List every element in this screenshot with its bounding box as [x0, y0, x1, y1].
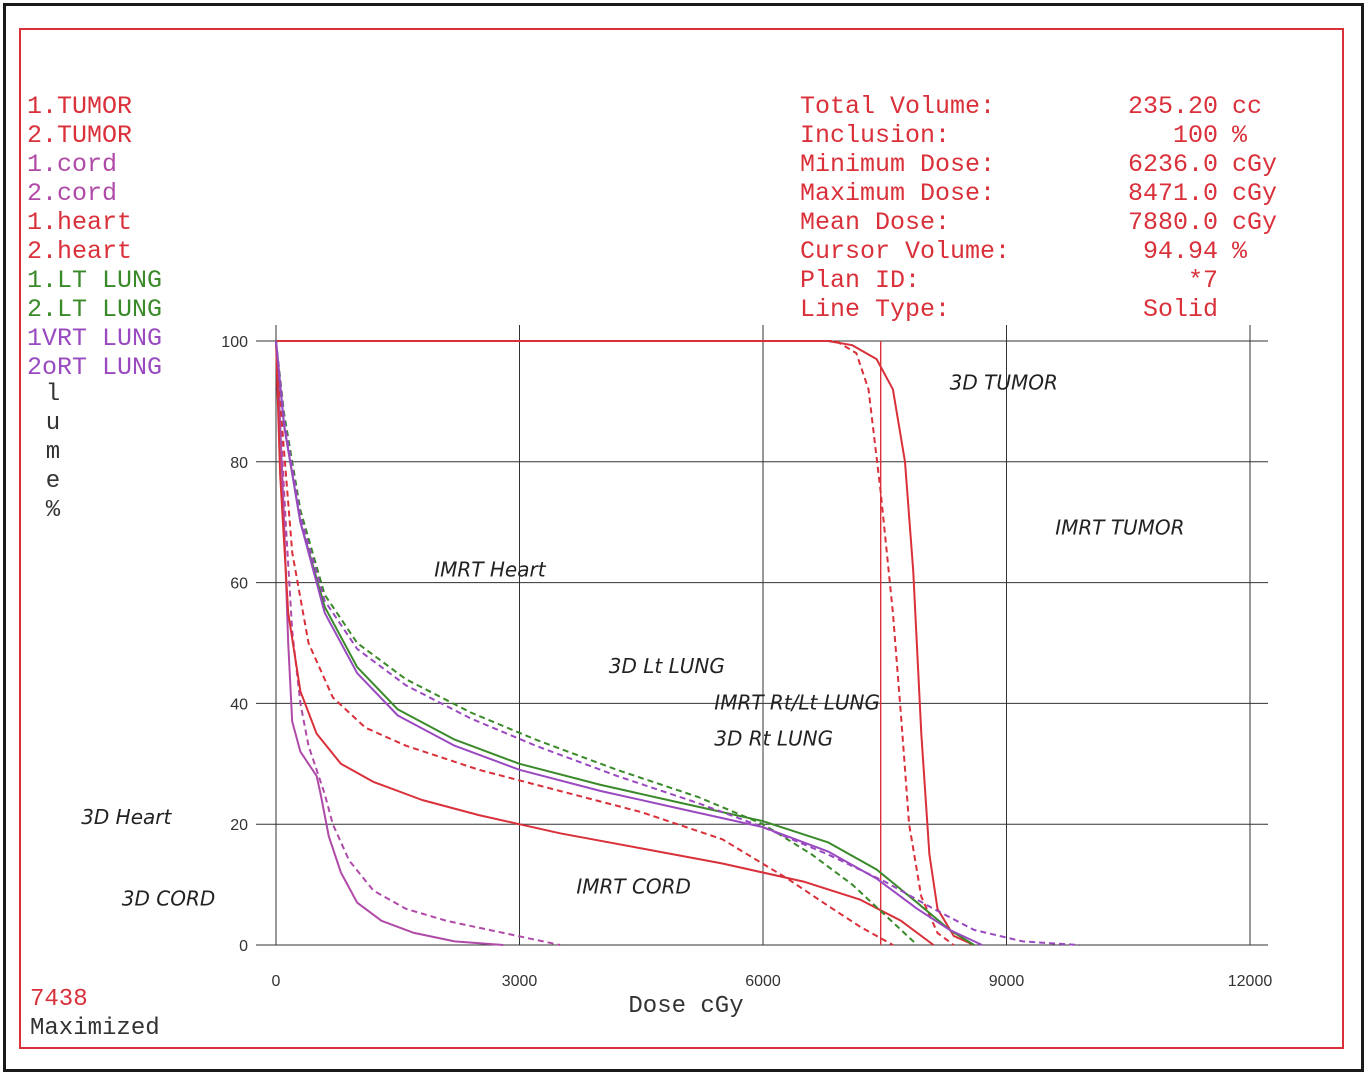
y-tick-label: 100 [221, 334, 248, 351]
stat-value: Solid [1142, 295, 1218, 324]
legend-item: 1.TUMOR [27, 92, 133, 121]
legend-item: 2.cord [27, 179, 118, 208]
stat-row: Plan ID: *7 [800, 266, 1292, 295]
stat-unit: % [1232, 237, 1248, 266]
y-tick-label: 60 [230, 576, 248, 593]
y-tick-label: 0 [239, 938, 248, 955]
curve-annotation: 3D CORD [122, 887, 215, 911]
stat-unit: cGy [1232, 179, 1278, 208]
legend-item: 2.heart [27, 237, 133, 266]
stat-row: Total Volume: 235.20 cc [800, 92, 1292, 121]
x-tick-label: 0 [272, 973, 281, 990]
series-line [275, 340, 561, 946]
series-line [276, 340, 955, 946]
curve-annotation: 3D TUMOR [950, 370, 1058, 394]
stat-value: 7880.0 [1127, 208, 1218, 237]
x-tick-label: 6000 [745, 973, 781, 990]
y-tick-label: 20 [230, 817, 248, 834]
series-line [275, 340, 894, 946]
page-border [3, 3, 1364, 1072]
legend-item: 1.heart [27, 208, 133, 237]
stat-row: Cursor Volume: 94.94% [800, 237, 1292, 266]
series-line [276, 340, 975, 946]
stat-label: Plan ID: [800, 266, 921, 295]
legend-item: 1.LT LUNG [27, 266, 163, 295]
curve-annotation: 3D Rt LUNG [714, 727, 833, 751]
structure-legend: 1.TUMOR 2.TUMOR 1.cord 2.cord 1.heart 2.heart… [27, 92, 162, 382]
stat-row: Minimum Dose: 6236.0 cGy [800, 150, 1292, 179]
stat-row: Inclusion: 100% [800, 121, 1292, 150]
series-line [275, 340, 504, 946]
stat-unit: cGy [1232, 208, 1278, 237]
stat-label: Total Volume: [800, 92, 996, 121]
stat-label: Mean Dose: [800, 208, 951, 237]
legend-item: 2.LT LUNG [27, 295, 163, 324]
legend-item: 1.cord [27, 150, 118, 179]
stat-unit: % [1232, 121, 1248, 150]
x-tick-label: 12000 [1228, 973, 1273, 990]
window-status: Maximized [30, 1015, 160, 1042]
stat-value: 8471.0 [1127, 179, 1218, 208]
series-line [275, 340, 1080, 946]
x-axis-title: Dose cGy [628, 993, 743, 1020]
series-line [275, 340, 918, 946]
stat-label: Maximum Dose: [800, 179, 996, 208]
stat-label: Cursor Volume: [800, 237, 1011, 266]
x-tick-label: 3000 [502, 973, 538, 990]
legend-item: 1VRT LUNG [27, 324, 163, 353]
curve-annotation: 3D Lt LUNG [609, 654, 725, 678]
curve-annotation: 3D Heart [81, 805, 172, 829]
curve-annotation: IMRT TUMOR [1055, 515, 1184, 539]
x-tick-label: 9000 [989, 973, 1025, 990]
y-axis-label: lume % [45, 381, 61, 524]
series-line [275, 340, 983, 946]
stat-row: Line Type: Solid [800, 295, 1292, 324]
stat-row: Maximum Dose: 8471.0 cGy [800, 179, 1292, 208]
y-tick-label: 40 [230, 696, 248, 713]
series-line [275, 340, 975, 946]
stat-value: 94.94 [1142, 237, 1218, 266]
legend-item: 2.TUMOR [27, 121, 133, 150]
dose-statistics-panel: Total Volume: 235.20 cc Inclusion: 100% Minim… [800, 92, 1292, 324]
curve-annotation: IMRT Heart [434, 558, 546, 582]
stat-value: 100 [1172, 121, 1218, 150]
stat-value: 235.20 [1127, 92, 1218, 121]
legend-item: 2oRT LUNG [27, 353, 163, 382]
stat-label: Line Type: [800, 295, 951, 324]
plot-frame [19, 28, 1344, 1049]
stat-row: Mean Dose: 7880.0 cGy [800, 208, 1292, 237]
stat-label: Minimum Dose: [800, 150, 996, 179]
stat-value: *7 [1187, 266, 1218, 295]
curve-annotation: IMRT Rt/Lt LUNG [714, 690, 880, 714]
stat-value: 6236.0 [1127, 150, 1218, 179]
series-line [275, 340, 935, 946]
stat-unit: cc [1232, 92, 1263, 121]
stat-unit: cGy [1232, 150, 1278, 179]
y-tick-label: 80 [230, 455, 248, 472]
stat-label: Inclusion: [800, 121, 951, 150]
plan-number: 7438 [30, 986, 88, 1013]
curve-annotation: IMRT CORD [576, 875, 691, 899]
